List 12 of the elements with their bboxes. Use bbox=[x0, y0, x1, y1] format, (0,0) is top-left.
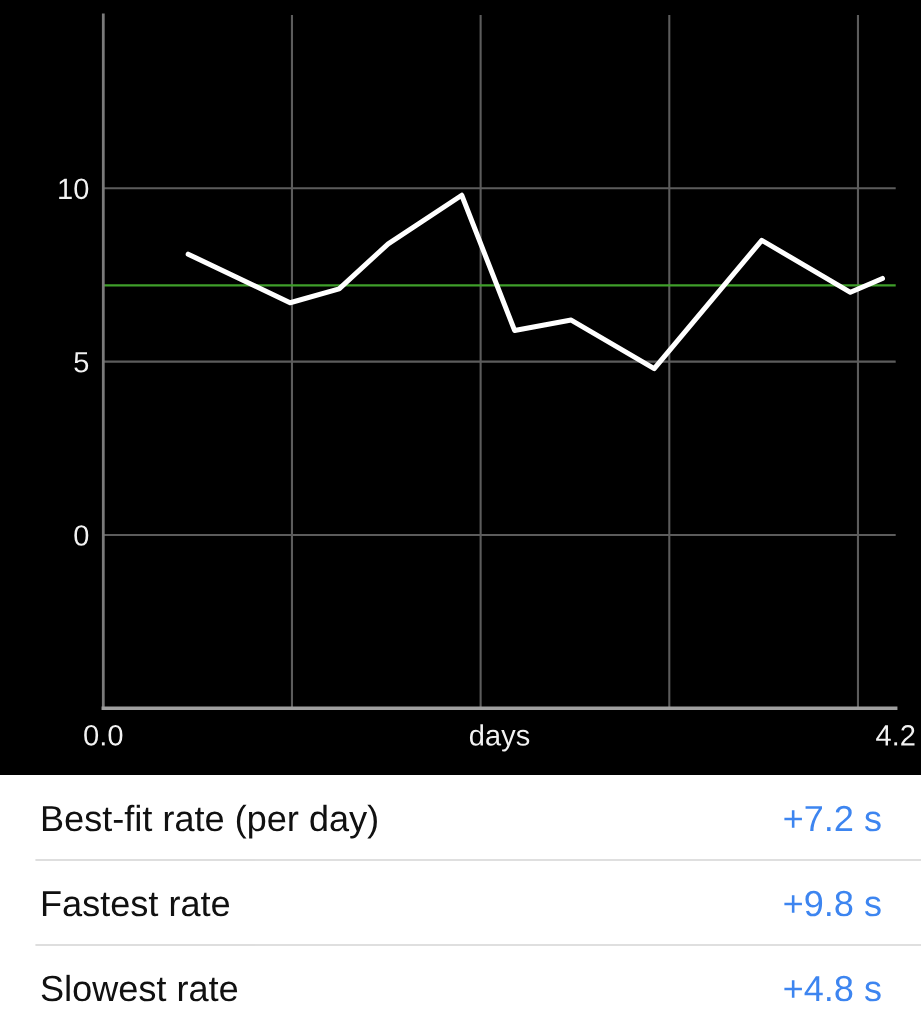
text: Slowest rate bbox=[41, 974, 238, 1002]
y-tick-label: 5 bbox=[74, 352, 89, 373]
text: Fastest rate bbox=[42, 891, 230, 917]
x-tick-label: 0.0 bbox=[84, 725, 123, 746]
text: +9.8 s bbox=[784, 890, 881, 917]
y-tick-label: 0 bbox=[74, 525, 89, 546]
x-axis-title: days bbox=[469, 724, 530, 752]
text: Best-fit rate (per day) bbox=[42, 804, 377, 839]
text: +7.2 s bbox=[784, 805, 881, 832]
text: +4.8 s bbox=[784, 975, 881, 1002]
y-tick-label: 10 bbox=[59, 178, 89, 200]
x-tick-label: 4.2 bbox=[876, 725, 915, 746]
